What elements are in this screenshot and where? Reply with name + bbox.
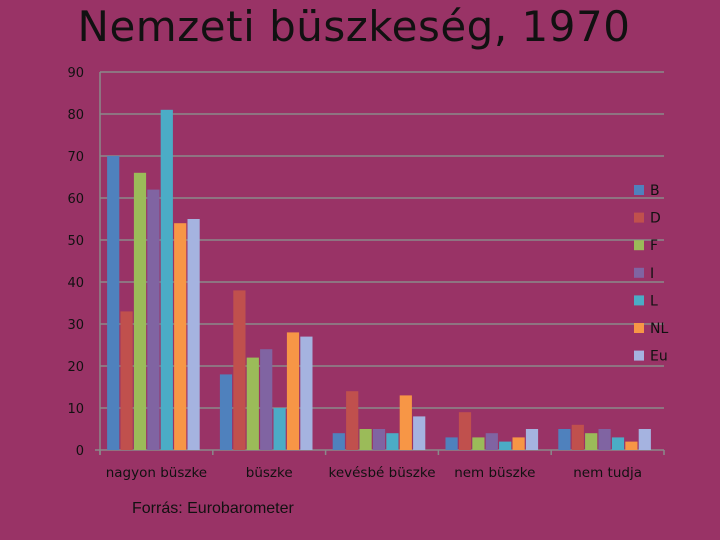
bar-f (472, 437, 485, 450)
y-tick-label: 90 (67, 66, 84, 81)
bar-f (133, 172, 147, 451)
y-tick-label: 50 (67, 234, 84, 249)
x-tick-label: nagyon büszke (106, 465, 207, 481)
bar-eu (300, 336, 313, 450)
chart-title: Nemzeti büszkeség, 1970 (77, 2, 631, 51)
legend-label-nl: NL (650, 321, 668, 337)
x-tick-label: kevésbé büszke (328, 465, 435, 481)
bar-b (107, 156, 120, 450)
x-tick-label: büszke (246, 465, 293, 481)
legend-label-d: D (650, 211, 661, 227)
bar-b (445, 437, 458, 450)
bar-f (359, 429, 372, 450)
bar-d (458, 412, 472, 450)
y-tick-label: 10 (67, 402, 84, 417)
bar-eu (638, 429, 651, 450)
legend-label-l: L (650, 293, 658, 309)
bar-nl (625, 441, 638, 450)
legend-swatch-f (634, 240, 644, 251)
bar-nl (512, 437, 525, 450)
legend-swatch-b (634, 185, 644, 195)
bar-d (120, 311, 133, 450)
legend-swatch-l (634, 295, 644, 306)
legend-label-i: I (650, 266, 654, 282)
bar-l (386, 433, 399, 450)
bar-i (147, 189, 160, 450)
bar-i (598, 429, 611, 450)
legend-label-f: F (650, 238, 658, 254)
bar-i (372, 429, 386, 450)
x-tick-label: nem tudja (573, 465, 642, 481)
bar-f (246, 357, 259, 450)
bar-nl (286, 332, 300, 450)
legend-swatch-nl (634, 323, 644, 333)
x-tick-label: nem büszke (454, 465, 535, 481)
y-tick-label: 60 (67, 192, 84, 207)
y-tick-label: 40 (67, 276, 84, 291)
legend-swatch-i (634, 267, 644, 278)
y-tick-label: 20 (67, 360, 84, 375)
bar-l (499, 441, 512, 450)
bar-eu (413, 416, 426, 450)
source-note: Forrás: Eurobarometer (132, 500, 294, 517)
bar-i (485, 433, 498, 450)
bar-eu (525, 429, 539, 450)
y-tick-label: 0 (76, 444, 84, 459)
bar-l (611, 437, 625, 450)
bar-b (558, 429, 571, 450)
y-tick-label: 70 (67, 150, 84, 165)
bar-nl (174, 223, 187, 450)
legend-swatch-d (634, 212, 644, 223)
y-tick-label: 80 (67, 108, 84, 123)
bar-d (233, 290, 246, 450)
bar-nl (399, 395, 412, 450)
y-tick-label: 30 (67, 318, 84, 333)
legend-label-eu: Eu (650, 349, 668, 365)
bar-d (346, 391, 359, 450)
legend-label-b: B (650, 183, 660, 199)
bar-d (571, 424, 584, 450)
bar-b (219, 374, 233, 450)
bar-i (260, 349, 273, 450)
bar-f (585, 433, 598, 450)
legend-swatch-eu (634, 350, 644, 361)
bar-b (332, 433, 345, 450)
bar-l (160, 109, 173, 451)
bar-l (273, 408, 286, 450)
bar-eu (187, 219, 200, 450)
